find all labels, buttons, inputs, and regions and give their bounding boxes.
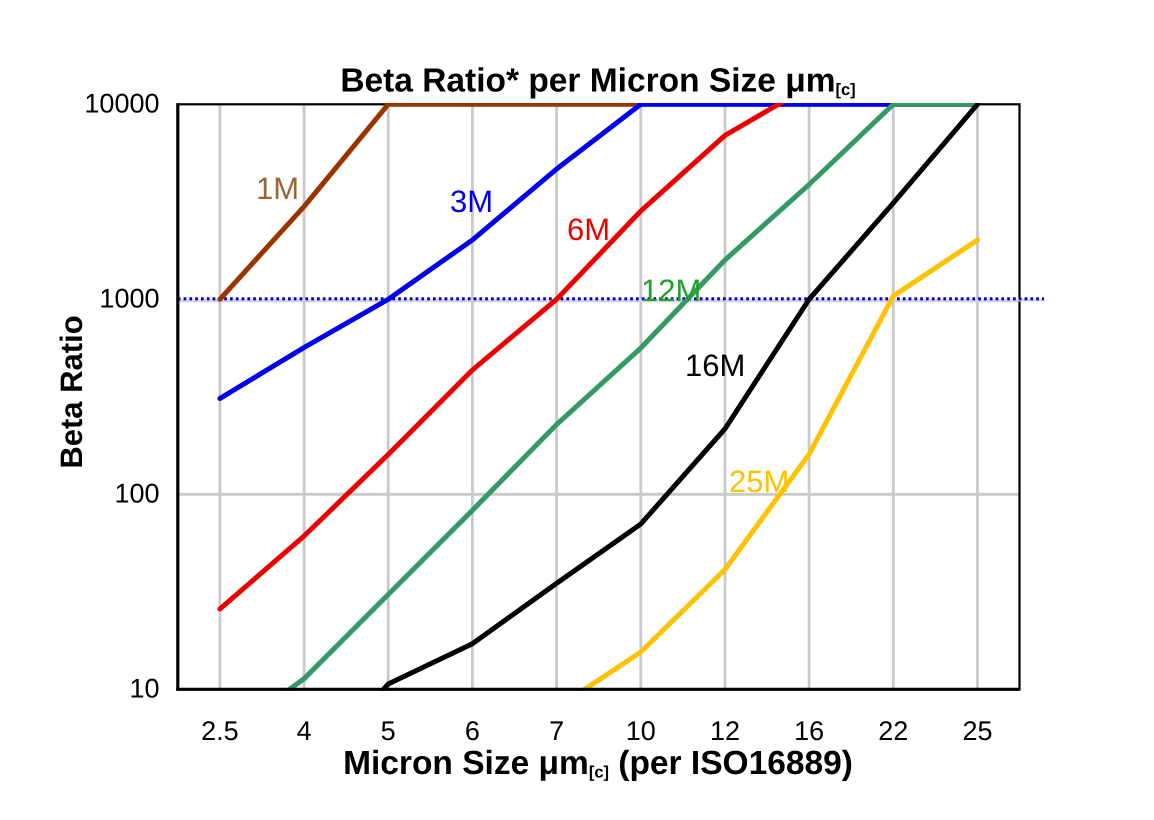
svg-text:5: 5 xyxy=(381,716,396,746)
svg-text:22: 22 xyxy=(878,716,908,746)
svg-text:4: 4 xyxy=(297,716,312,746)
svg-text:2.5: 2.5 xyxy=(201,716,239,746)
svg-text:1000: 1000 xyxy=(99,284,159,314)
svg-text:Micron Size μm[c] (per ISO1688: Micron Size μm[c] (per ISO16889) xyxy=(343,745,853,782)
svg-text:25M: 25M xyxy=(729,464,789,499)
svg-text:3M: 3M xyxy=(450,184,493,219)
svg-text:7: 7 xyxy=(549,716,564,746)
svg-text:Beta Ratio* per Micron Size μm: Beta Ratio* per Micron Size μm[c] xyxy=(340,63,855,100)
svg-text:6: 6 xyxy=(465,716,480,746)
svg-text:16M: 16M xyxy=(685,348,745,383)
svg-text:12: 12 xyxy=(710,716,740,746)
svg-text:25: 25 xyxy=(962,716,992,746)
svg-text:12M: 12M xyxy=(641,273,701,308)
svg-text:1M: 1M xyxy=(256,171,299,206)
svg-text:10000: 10000 xyxy=(84,89,159,119)
svg-text:Beta Ratio: Beta Ratio xyxy=(54,315,89,468)
svg-text:6M: 6M xyxy=(567,212,610,247)
svg-text:10: 10 xyxy=(626,716,656,746)
svg-text:16: 16 xyxy=(794,716,824,746)
svg-text:100: 100 xyxy=(114,479,159,509)
svg-text:10: 10 xyxy=(129,674,159,704)
